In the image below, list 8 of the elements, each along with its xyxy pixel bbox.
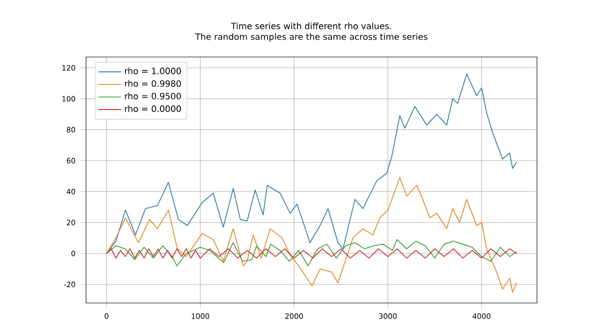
legend-label: rho = 1.0000 — [124, 68, 181, 74]
legend-label: rho = 0.9500 — [124, 92, 181, 100]
chart-subtitle: The random samples are the same across time series — [195, 33, 428, 42]
line-series — [106, 177, 517, 293]
legend-label: rho = 0.9980 — [124, 80, 181, 87]
chart-title: Time series with different rho values. — [230, 22, 392, 30]
legend-label: rho = 0.0000 — [124, 105, 181, 112]
line-series — [106, 248, 517, 259]
